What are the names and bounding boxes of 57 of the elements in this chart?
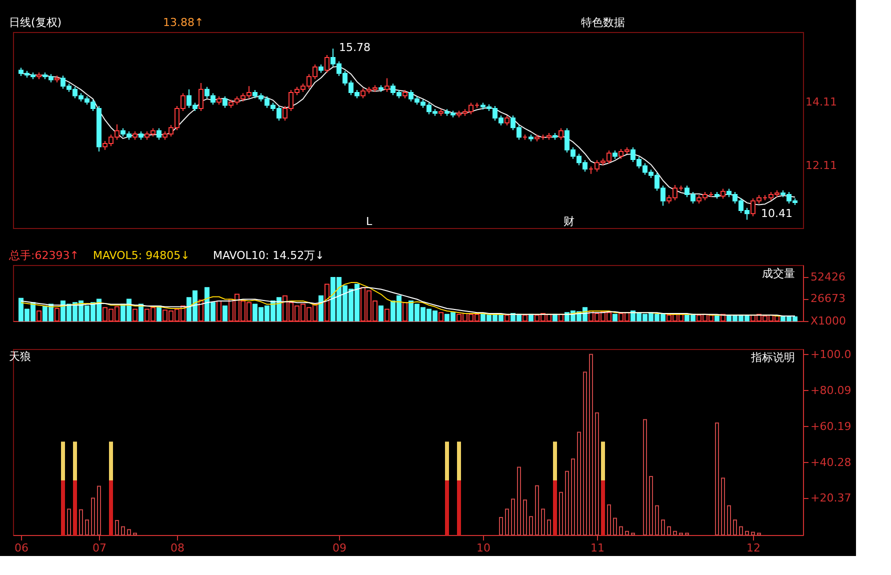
bar — [109, 479, 113, 536]
bar — [457, 479, 461, 536]
y-tick-label: +20.37 — [810, 492, 852, 505]
candlestick — [558, 128, 564, 140]
annotation: L — [366, 215, 373, 228]
text: 特色数据 — [581, 16, 625, 29]
y-tick-label: +60.19 — [810, 420, 852, 433]
annotation: 15.78 — [339, 41, 370, 54]
x-tick-label: 11 — [590, 542, 604, 554]
x-tick-label: 09 — [332, 542, 346, 554]
y-tick-label: +100.0 — [810, 348, 852, 361]
bar — [601, 479, 605, 536]
bar — [73, 479, 77, 536]
bar — [318, 295, 324, 322]
candlestick — [198, 82, 204, 112]
bar — [714, 315, 720, 322]
candlestick — [324, 54, 330, 74]
annotation: 指标说明 — [750, 351, 795, 364]
y-tick-label: +40.28 — [810, 456, 852, 469]
bar — [61, 442, 65, 480]
bar — [553, 479, 557, 536]
text: MAVOL10: 14.52万↓ — [213, 249, 324, 262]
y-tick-label: +80.09 — [810, 384, 852, 397]
candlestick — [504, 115, 510, 126]
bar — [601, 442, 605, 480]
candlestick — [720, 188, 726, 200]
annotation: 成交量 — [762, 267, 795, 280]
bar — [378, 305, 384, 322]
y-tick-label: X1000 — [810, 314, 846, 328]
text: MAVOL5: 94805↓ — [93, 249, 190, 262]
y-tick-label: 52426 — [810, 270, 846, 284]
annotation: 10.41 — [761, 207, 792, 220]
candlestick — [156, 128, 162, 140]
x-tick-label: 12 — [746, 542, 760, 554]
x-tick-label: 08 — [170, 542, 184, 554]
x-tick-label: 10 — [476, 542, 490, 554]
chart-title: 天狼 — [9, 350, 31, 363]
bar — [222, 305, 228, 322]
text: 13.88↑ — [163, 16, 204, 29]
bar — [73, 442, 77, 480]
y-tick-label: 26673 — [810, 292, 846, 306]
bar — [61, 479, 65, 536]
candlestick — [384, 78, 390, 92]
bar — [612, 314, 618, 322]
bar — [109, 442, 113, 480]
y-tick-label: 12.11 — [806, 159, 837, 172]
annotation: 财 — [564, 215, 574, 228]
x-tick-label: 07 — [92, 542, 106, 554]
bar — [457, 442, 461, 480]
x-tick-label: 06 — [14, 542, 28, 554]
chart-title: 总手:62393↑ — [8, 249, 79, 262]
candlestick — [222, 96, 228, 108]
bar — [445, 442, 449, 480]
bar — [553, 442, 557, 480]
chart-title: 日线(复权) — [9, 16, 62, 29]
y-tick-label: 14.11 — [806, 95, 837, 108]
bar — [445, 479, 449, 536]
